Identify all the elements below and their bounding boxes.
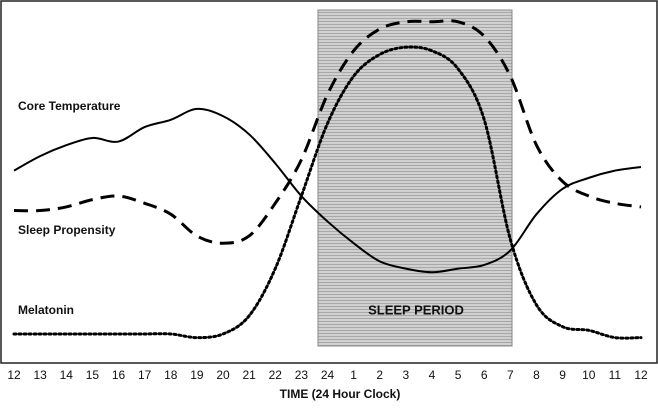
series-label: Sleep Propensity: [18, 223, 116, 237]
x-tick-label: 12: [7, 368, 21, 382]
x-tick-label: 18: [164, 368, 178, 382]
x-tick-label: 12: [634, 368, 648, 382]
series-label: Melatonin: [18, 303, 74, 317]
x-tick-label: 19: [190, 368, 204, 382]
x-tick-label: 13: [33, 368, 47, 382]
x-tick-label: 11: [609, 368, 622, 382]
x-axis-label: TIME (24 Hour Clock): [280, 387, 401, 401]
x-tick-label: 20: [216, 368, 230, 382]
x-tick-label: 3: [403, 368, 410, 382]
x-tick-label: 23: [295, 368, 309, 382]
x-tick-label: 4: [429, 368, 436, 382]
x-tick-label: 9: [559, 368, 566, 382]
x-tick-label: 7: [507, 368, 514, 382]
series-line: [13, 19, 642, 245]
x-tick-label: 1: [350, 368, 357, 382]
x-tick-label: 5: [455, 368, 462, 382]
x-tick-label: 16: [112, 368, 126, 382]
x-tick-label: 24: [321, 368, 335, 382]
series-line: [12, 45, 643, 340]
x-tick-label: 10: [582, 368, 596, 382]
x-tick-label: 8: [533, 368, 540, 382]
x-tick-label: 14: [60, 368, 74, 382]
sleep-period-label: SLEEP PERIOD: [368, 302, 464, 317]
x-tick-label: 17: [138, 368, 152, 382]
x-tick-label: 15: [86, 368, 100, 382]
x-tick-label: 22: [269, 368, 283, 382]
x-tick-label: 21: [242, 368, 256, 382]
series-label: Core Temperature: [18, 99, 121, 113]
x-tick-label: 2: [376, 368, 383, 382]
sleep-period-band: [317, 9, 513, 347]
x-tick-label: 6: [481, 368, 488, 382]
series-line: [13, 107, 642, 274]
